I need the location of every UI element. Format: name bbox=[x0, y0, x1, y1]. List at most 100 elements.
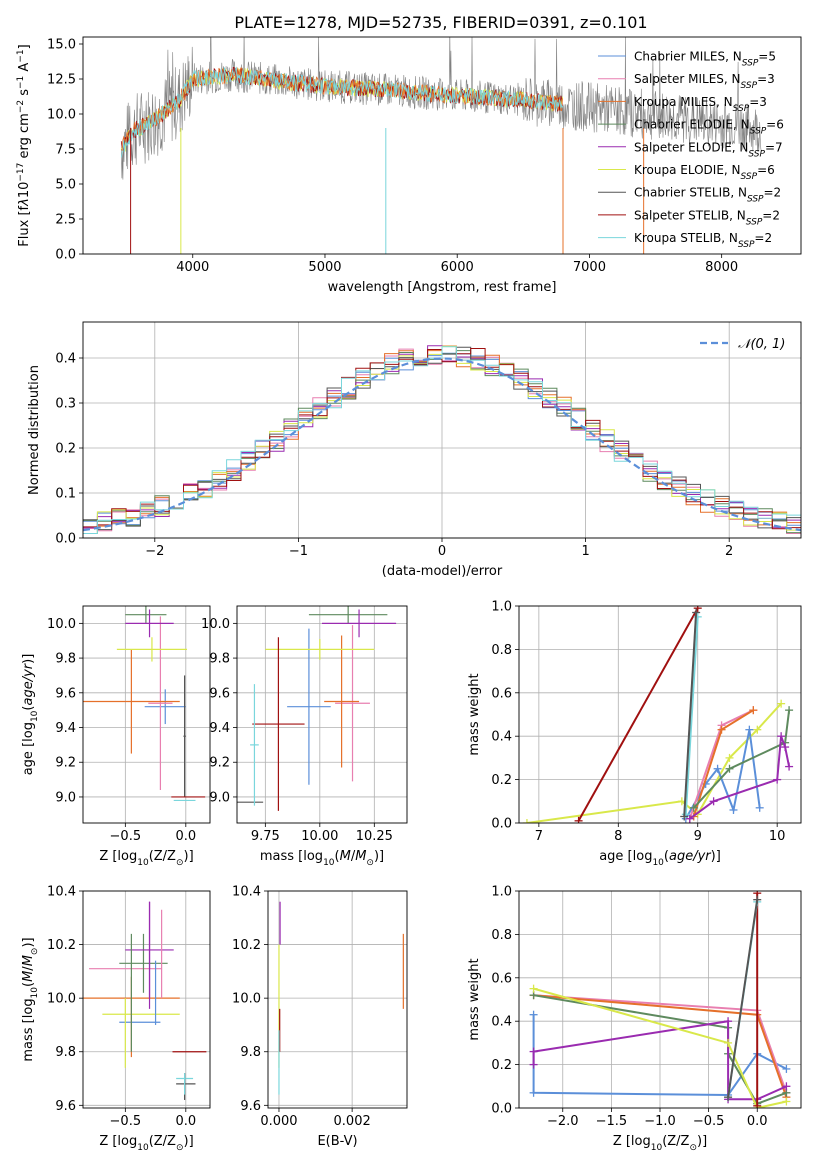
x-tick-label: 0.0 bbox=[747, 1114, 768, 1129]
x-tick-label: −0.5 bbox=[110, 1114, 142, 1129]
y-tick-label: 9.6 bbox=[55, 1099, 76, 1114]
y-tick-label: 9.0 bbox=[209, 790, 230, 805]
x-tick-label: 9.75 bbox=[251, 829, 280, 844]
plot-area bbox=[83, 901, 207, 1100]
x-tick-label: 6000 bbox=[441, 260, 474, 275]
y-tick-label: 9.4 bbox=[55, 721, 76, 736]
hist-step-kroupa_stelib bbox=[83, 346, 801, 534]
y-tick-label: 9.8 bbox=[55, 652, 76, 667]
y-tick-label: 0.3 bbox=[55, 397, 76, 412]
weight-line-kroupa_miles bbox=[692, 709, 754, 817]
chart-mass_vs_Z: −0.5 0.0 9.6 9.8 10.0 10.2 10.4 Z [log10(Z/Z⊙)]… bbox=[21, 885, 211, 1153]
x-tick-label: 2 bbox=[725, 544, 733, 559]
chart-age_vs_mass: 9.75 10.00 10.25 9.0 9.2 9.4 9.6 9.8 10.0 mass [l… bbox=[201, 605, 408, 868]
chart-weight_vs_age: 7 8 9 10 0.0 0.2 0.4 0.6 0.8 1.0 age [log10(age/yr… bbox=[467, 600, 802, 868]
plot-area bbox=[529, 891, 791, 1108]
y-axis-label: Flux [fλ10−17 erg cm−2 s−1 A−1] bbox=[16, 44, 32, 246]
y-tick-label: 7.5 bbox=[55, 143, 76, 158]
y-tick-label: 0.6 bbox=[491, 971, 512, 986]
weight-line-kroupa_elodie bbox=[533, 987, 787, 1108]
y-tick-label: 0.0 bbox=[55, 248, 76, 263]
legend-label-chabrier_miles: Chabrier MILES, NSSP=5 bbox=[634, 50, 776, 69]
x-tick-label: 10.00 bbox=[301, 829, 338, 844]
figure-title: PLATE=1278, MJD=52735, FIBERID=0391, z=0… bbox=[234, 13, 647, 32]
plot-area bbox=[237, 606, 397, 811]
x-axis-label: wavelength [Angstrom, rest frame] bbox=[328, 280, 557, 295]
legend-label-chabrier_stelib: Chabrier STELIB, NSSP=2 bbox=[634, 186, 781, 205]
legend-label-salpeter_miles: Salpeter MILES, NSSP=3 bbox=[634, 72, 775, 91]
plot-area bbox=[120, 37, 762, 254]
y-tick-label: 9.0 bbox=[55, 790, 76, 805]
y-tick-label: 9.6 bbox=[209, 686, 230, 701]
y-tick-label: 10.2 bbox=[232, 938, 261, 953]
x-tick-label: 10.25 bbox=[356, 829, 393, 844]
x-tick-label: 8000 bbox=[705, 260, 738, 275]
chart-weight_vs_Z: −2.0 −1.5 −1.0 −0.5 0.0 0.0 0.2 0.4 0.6 0.8 1.0 Z [… bbox=[467, 885, 802, 1153]
y-axis-label: age [log10(age/yr)] bbox=[21, 654, 40, 776]
plot-frame bbox=[82, 605, 211, 824]
plot-area bbox=[83, 606, 206, 802]
weight-line-salpeter_stelib bbox=[577, 607, 699, 822]
y-axis-label: mass [log10(M/M⊙)] bbox=[21, 937, 40, 1061]
x-tick-label: −2 bbox=[145, 544, 164, 559]
x-tick-label: 0.000 bbox=[260, 1114, 297, 1129]
gaussian-curve bbox=[83, 357, 801, 532]
weight-line-salpeter_elodie bbox=[689, 735, 791, 820]
y-tick-label: 0.4 bbox=[491, 1015, 512, 1030]
y-tick-label: 10.4 bbox=[47, 885, 76, 900]
weight-line-chabrier_elodie bbox=[693, 710, 791, 809]
x-tick-label: 7 bbox=[535, 829, 543, 844]
x-axis-label: Z [log10(Z/Z⊙)] bbox=[99, 1134, 193, 1153]
x-tick-label: −0.5 bbox=[110, 829, 142, 844]
y-tick-label: 0.8 bbox=[491, 643, 512, 658]
y-tick-label: 0.8 bbox=[491, 928, 512, 943]
y-tick-label: 0.0 bbox=[491, 1102, 512, 1117]
y-tick-label: 1.0 bbox=[491, 885, 512, 900]
weight-line-chabrier_stelib bbox=[727, 899, 759, 1098]
y-tick-label: 0.2 bbox=[55, 442, 76, 457]
y-tick-label: 0.2 bbox=[491, 1058, 512, 1073]
y-tick-label: 0.0 bbox=[491, 817, 512, 832]
y-tick-label: 0.6 bbox=[491, 686, 512, 701]
x-axis-label: Z [log10(Z/Z⊙)] bbox=[99, 849, 193, 868]
y-tick-label: 0.1 bbox=[55, 487, 76, 502]
x-tick-label: 0.002 bbox=[334, 1114, 371, 1129]
y-axis-label: Normed distribution bbox=[27, 365, 42, 495]
y-tick-label: 10.0 bbox=[47, 992, 76, 1007]
x-axis-label: (data-model)/error bbox=[382, 564, 503, 579]
plot-frame bbox=[82, 890, 211, 1109]
y-tick-label: 9.4 bbox=[209, 721, 230, 736]
y-tick-label: 9.8 bbox=[209, 652, 230, 667]
plot-frame bbox=[518, 605, 802, 824]
y-tick-label: 9.8 bbox=[240, 1045, 261, 1060]
y-tick-label: 0.0 bbox=[55, 532, 76, 547]
y-tick-label: 9.8 bbox=[55, 1045, 76, 1060]
x-tick-label: 5000 bbox=[308, 260, 341, 275]
x-axis-label: E(B-V) bbox=[317, 1134, 357, 1149]
y-tick-label: 10.4 bbox=[232, 885, 261, 900]
x-tick-label: −1.5 bbox=[596, 1114, 628, 1129]
x-tick-label: 0 bbox=[438, 544, 446, 559]
x-tick-label: −2.0 bbox=[547, 1114, 579, 1129]
x-tick-label: 9 bbox=[694, 829, 702, 844]
plot-area bbox=[278, 901, 404, 1095]
y-tick-label: 0.4 bbox=[55, 352, 76, 367]
plot-frame bbox=[236, 605, 408, 824]
legend-label-kroupa_stelib: Kroupa STELIB, NSSP=2 bbox=[634, 231, 772, 250]
chart-residual_hist: −2 −1 0 1 2 0.0 0.1 0.2 0.3 0.4 (data-model)/error… bbox=[27, 321, 802, 579]
x-axis-label: age [log10(age/yr)] bbox=[599, 849, 721, 868]
plot-area bbox=[522, 606, 794, 823]
y-tick-label: 0.2 bbox=[491, 773, 512, 788]
y-tick-label: 10.2 bbox=[47, 938, 76, 953]
legend-label-kroupa_elodie: Kroupa ELODIE, NSSP=6 bbox=[634, 163, 775, 182]
chart-mass_vs_ebv: 0.000 0.002 9.6 9.8 10.0 10.2 10.4 E(B-V) bbox=[232, 885, 408, 1149]
x-tick-label: 1 bbox=[581, 544, 589, 559]
x-tick-label: −1.0 bbox=[644, 1114, 676, 1129]
y-tick-label: 1.0 bbox=[491, 600, 512, 615]
y-tick-label: 9.6 bbox=[55, 686, 76, 701]
y-tick-label: 10.0 bbox=[47, 108, 76, 123]
y-tick-label: 5.0 bbox=[55, 178, 76, 193]
x-tick-label: 4000 bbox=[176, 260, 209, 275]
y-tick-label: 12.5 bbox=[47, 73, 76, 88]
x-tick-label: −0.5 bbox=[693, 1114, 725, 1129]
